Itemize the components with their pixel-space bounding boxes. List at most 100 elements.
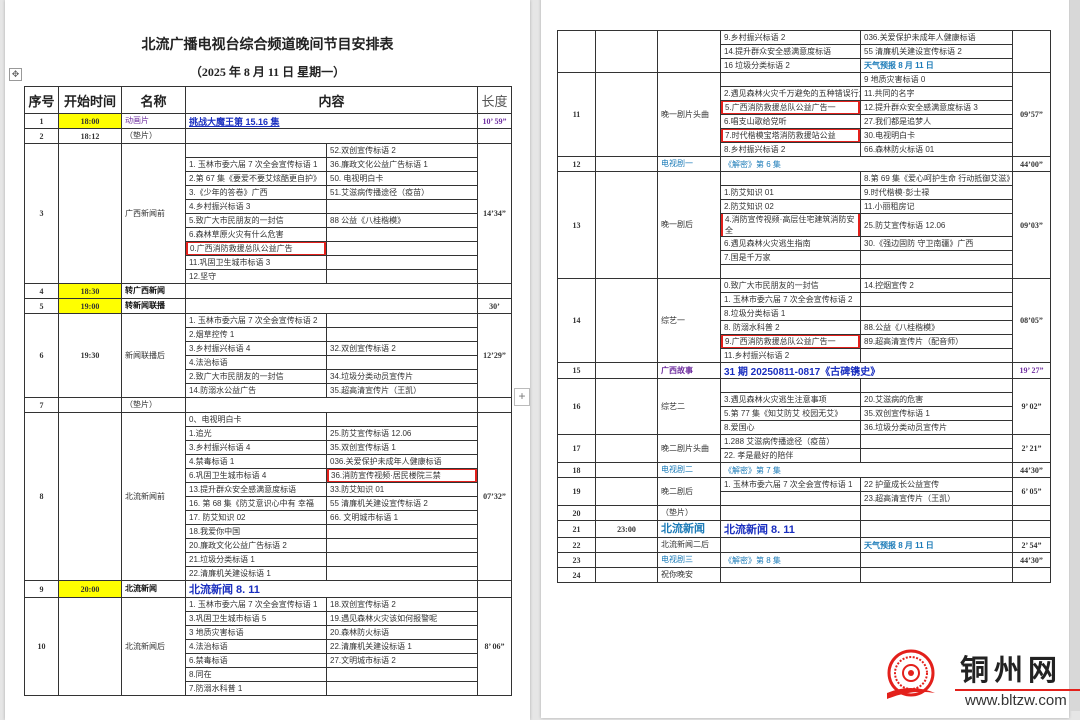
content-item-left: 13.提升群众安全感满意度标语 xyxy=(185,482,327,497)
content-item-left: 1.288 艾滋病传播途径（疫苗） xyxy=(720,434,861,449)
program-seq: 5 xyxy=(24,298,59,314)
program-name: 转新闻联播 xyxy=(121,298,186,314)
program-content: 北流新闻 8. 11 xyxy=(184,580,479,598)
program-length: 30’ xyxy=(477,298,513,314)
program-row: 12 电视剧一 《解密》第 6 集 44’00” xyxy=(557,156,1051,172)
program-name: 新闻联播后 xyxy=(121,313,186,398)
plus-icon[interactable]: + xyxy=(514,388,530,406)
program-subrow: 22.清廉机关建设标语 1 xyxy=(25,566,512,581)
content-item-right: 36.消防宣传视频·居民楼院三禁 xyxy=(325,468,479,483)
program-start-time xyxy=(595,505,658,521)
program-length: 44’30” xyxy=(1012,552,1051,568)
program-seq: 21 xyxy=(557,520,596,538)
content-item-right xyxy=(325,199,479,214)
program-seq: 6 xyxy=(24,313,59,398)
content-item-left: 6.森林草原火灾有什么危害 xyxy=(185,227,327,242)
program-start-time xyxy=(58,597,122,696)
header-seq: 序号 xyxy=(24,86,59,114)
content-item-right: 51.艾滋病传播途径（疫苗） xyxy=(325,185,479,200)
content-item-left: 20.廉政文化公益广告标语 2 xyxy=(185,538,327,553)
program-start-time xyxy=(595,552,658,568)
content-item-left: 3.《少年的答卷》广西 xyxy=(185,185,327,200)
program-seq: 1 xyxy=(24,113,59,129)
program-subrow: 14 综艺一 0.致广大市民朋友的一封信 14.控烟宣传 2 08’05” xyxy=(557,278,1051,363)
content-item-right: 12.提升群众安全感满意度标语 3 xyxy=(860,100,1013,115)
content-item-right: 11.共同的名字 xyxy=(860,86,1013,101)
content-item-right: 88.公益《八桂楷模》 xyxy=(860,320,1013,335)
content-item-right: 22.清廉机关建设标语 1 xyxy=(325,639,479,654)
content-item-left: 1. 玉林市委六届 7 次全会宣传标语 2 xyxy=(185,313,327,328)
program-subrow: 6.森林草原火灾有什么危害 xyxy=(25,227,512,242)
content-item-right xyxy=(860,378,1013,393)
program-subrow: 3.遇见森林火灾逃生注意事项 20.艾滋病的危害 xyxy=(558,392,1051,407)
program-name: （垫片） xyxy=(121,128,186,144)
move-icon[interactable]: ✥ xyxy=(9,68,22,81)
content-item-left: 1. 玉林市委六届 7 次全会宣传标语 1 xyxy=(185,597,327,612)
watermark-url: www.bltzw.com xyxy=(965,692,1067,709)
program-subrow: 6.遇见森林火灾逃生指南 30.《强边固防 守卫南疆》广西 xyxy=(558,236,1051,251)
content-item-left: 2.遇见森林火灾千万避免的五种错误行为 xyxy=(720,86,861,101)
content-item-left xyxy=(720,72,861,87)
program-length: 6’ 05” xyxy=(1012,477,1051,506)
highlighted-item: 36.消防宣传视频·居民楼院三禁 xyxy=(327,469,477,482)
page-subtitle: （2025 年 8 月 11 日 星期一） xyxy=(189,65,346,79)
content-item-right xyxy=(325,552,479,567)
program-start-time xyxy=(595,434,658,463)
content-item-left: 6.禁毒标语 xyxy=(185,653,327,668)
program-seq: 22 xyxy=(557,537,596,553)
content-item-right xyxy=(860,292,1013,307)
content-item-right: 25.防艾宣传标语 12.06 xyxy=(860,213,1013,237)
program-length: 19’ 27” xyxy=(1012,362,1051,379)
program-subrow: 3 广西新闻前 52.双创宣传标语 2 14’34” xyxy=(24,143,513,284)
content-item-right: 19.遇见森林火灾该如何报警呢 xyxy=(325,611,479,626)
program-start-time: 19:30 xyxy=(58,313,122,398)
program-length: 2’ 21” xyxy=(1012,434,1051,463)
program-start-time: 18:30 xyxy=(58,283,122,299)
content-item-left: 14.提升群众安全感满意度标语 xyxy=(720,44,861,59)
program-start-time xyxy=(595,156,658,172)
program-content xyxy=(184,298,479,314)
content-item-right: 22 护童成长公益宣传 xyxy=(860,477,1013,492)
content-item-left: 16 垃圾分类标语 2 xyxy=(720,58,861,73)
program-subrow: 8. 防溺水科普 2 88.公益《八桂楷模》 xyxy=(558,320,1051,335)
program-name: 综艺二 xyxy=(657,378,721,435)
content-item-right: 27.文明城市标语 2 xyxy=(325,653,479,668)
program-content xyxy=(720,505,861,521)
program-content-right xyxy=(860,567,1013,583)
program-content: 《解密》第 6 集 xyxy=(720,156,1013,172)
program-subrow: 19 晚二剧后 1. 玉林市委六届 7 次全会宣传标语 1 22 护童成长公益宣传 6’… xyxy=(557,477,1051,506)
program-start-time: 20:00 xyxy=(58,580,122,598)
program-subrow: 21.垃圾分类标语 1 xyxy=(25,552,512,567)
program-name: 晚二剧片头曲 xyxy=(657,434,721,463)
program-seq: 18 xyxy=(557,462,596,478)
program-content: 31 期 20250811-0817《古碑镌史》 xyxy=(720,362,1013,379)
program-name: 北流新闻前 xyxy=(121,412,186,581)
content-item-right: 25.防艾宣传标语 12.06 xyxy=(325,426,479,441)
content-item-right xyxy=(325,313,479,328)
program-name: 祝你晚安 xyxy=(657,567,721,583)
content-item-right xyxy=(325,255,479,270)
content-item-left: 6.遇见森林火灾逃生指南 xyxy=(720,236,861,251)
content-item-left: 8. 防溺水科普 2 xyxy=(720,320,861,335)
program-row: 1 18:00 动画片 挑战大魔王第 15.16 集 10’ 59” xyxy=(24,113,513,129)
content-item-right: 20.艾滋病的危害 xyxy=(860,392,1013,407)
program-row: 5 19:00 转新闻联播 30’ xyxy=(24,298,513,314)
program-length xyxy=(477,283,513,299)
program-subrow xyxy=(558,264,1051,279)
program-length: 08’05” xyxy=(1012,278,1051,363)
content-item-right: 66.森林防火标语 01 xyxy=(860,142,1013,157)
program-row: 15 广西故事 31 期 20250811-0817《古碑镌史》 19’ 27” xyxy=(557,362,1051,379)
schedule-table-continued: 9.乡村振兴标语 2 036.关爱保护未成年人健康标语 14.提升群众安全感满意度标… xyxy=(557,30,1051,583)
program-subrow: 5.广西消防救援总队公益广告一 12.提升群众安全感满意度标语 3 xyxy=(558,100,1051,115)
program-subrow: 11.巩固卫生城市标语 3 xyxy=(25,255,512,270)
program-row: 20 （垫片） xyxy=(557,505,1051,521)
content-item-left: 22.清廉机关建设标语 1 xyxy=(185,566,327,581)
content-item-right: 20.森林防火标语 xyxy=(325,625,479,640)
program-subrow: 1.追光 25.防艾宣传标语 12.06 xyxy=(25,426,512,441)
content-item-left: 5.广西消防救援总队公益广告一 xyxy=(720,100,861,115)
content-item-left: 18.我爱你中国 xyxy=(185,524,327,539)
content-item-right: 35.双创宣传标语 1 xyxy=(860,406,1013,421)
vertical-scrollbar[interactable] xyxy=(1070,0,1080,711)
program-start-time xyxy=(595,567,658,583)
